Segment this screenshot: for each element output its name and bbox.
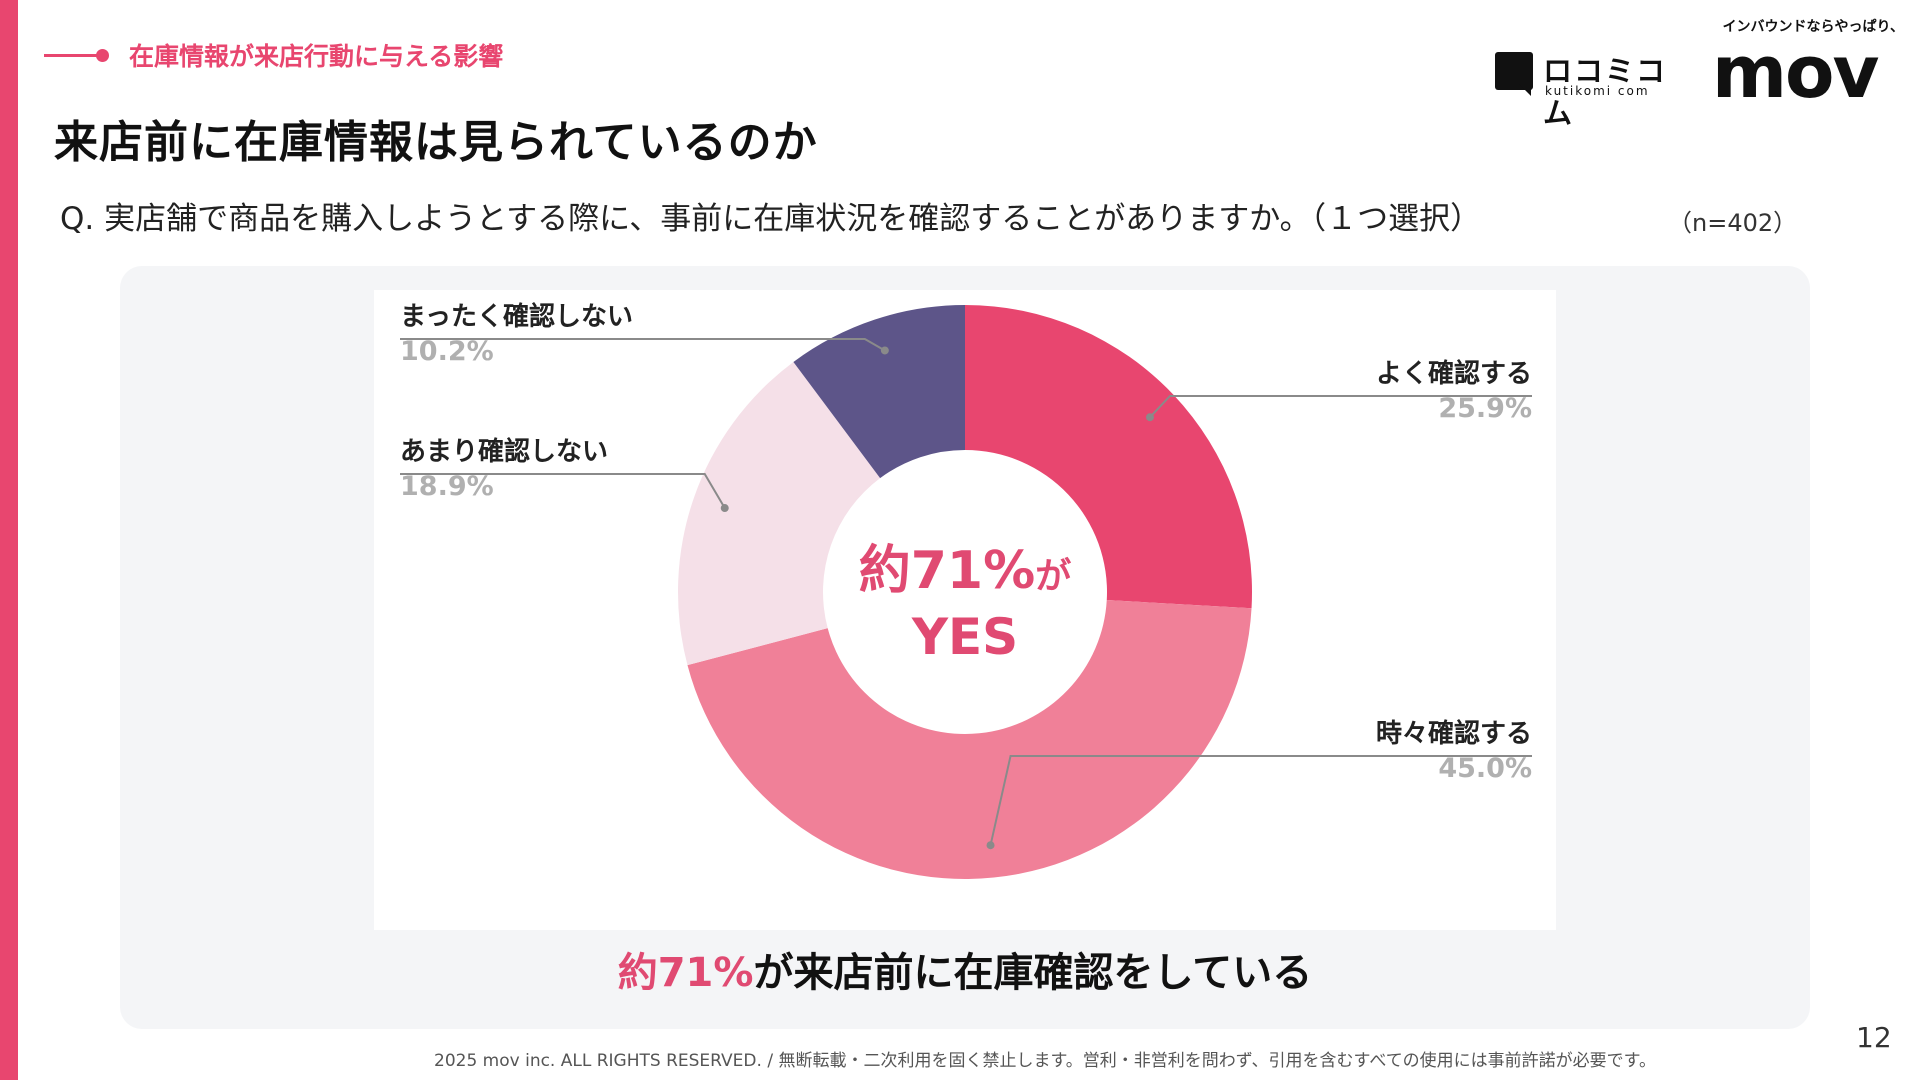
donut-chart: よく確認する 25.9% 時々確認する 45.0% あまり確認しない 18.9% まったく確… — [400, 301, 1532, 880]
slice-value-3: 18.9% — [400, 471, 494, 502]
callout-line-1 — [1149, 395, 1532, 418]
speech-bubble-tail — [1519, 84, 1531, 96]
slice-value-4: 10.2% — [400, 336, 494, 367]
speech-bubble-icon — [1495, 52, 1533, 90]
slice-value-1: 25.9% — [1438, 393, 1532, 424]
callout-line-4 — [400, 338, 886, 352]
mov-logo: インバウンドならやっぱり、 mov — [1712, 16, 1904, 108]
slice-label-1: よく確認する — [1376, 358, 1532, 389]
page-number: 12 — [1856, 1021, 1892, 1054]
center-text-line1: 約71%が — [859, 541, 1071, 601]
center-text-line2: YES — [911, 608, 1018, 666]
slice-label-4: まったく確認しない — [400, 301, 633, 332]
slice-value-2: 45.0% — [1438, 753, 1532, 784]
section-tag-dot — [96, 48, 109, 62]
left-accent-bar — [0, 0, 18, 1080]
caption-accent: 約71% — [617, 950, 754, 996]
donut-slice-2 — [687, 600, 1252, 880]
mov-logo-word: mov — [1712, 30, 1879, 114]
donut-slice-4 — [793, 305, 965, 479]
donut-slice-3 — [678, 361, 881, 666]
kuchikomi-logo-name: ロコミコム — [1543, 54, 1668, 130]
section-tag: 在庫情報が来店行動に与える影響 — [44, 38, 503, 72]
kuchikomi-logo: ロコミコム kutikomi com — [1495, 48, 1685, 130]
donut-hole — [824, 451, 1106, 733]
slice-label-2: 時々確認する — [1376, 718, 1532, 749]
caption-rest: が来店前に在庫確認をしている — [753, 950, 1313, 996]
chart-caption: 約71%が来店前に在庫確認をしている — [0, 940, 1919, 998]
section-tag-label: 在庫情報が来店行動に与える影響 — [129, 42, 504, 71]
donut-slice-1 — [965, 305, 1252, 609]
sample-size-label: （n=402） — [1668, 209, 1798, 237]
mov-logo-tagline: インバウンドならやっぱり、 — [1722, 19, 1904, 35]
callout-line-3 — [400, 473, 726, 509]
kuchikomi-logo-url: kutikomi com — [1545, 84, 1650, 98]
section-tag-line — [44, 53, 100, 57]
page-title: 来店前に在庫情報は見られているのか — [54, 117, 818, 168]
copyright-footer: 2025 mov inc. ALL RIGHTS RESERVED. / 無断転… — [434, 1051, 1656, 1071]
survey-question: Q. 実店舗で商品を購入しようとする際に、事前に在庫状況を確認することがあります… — [60, 201, 1482, 237]
callout-line-2 — [989, 755, 1532, 846]
slice-label-3: あまり確認しない — [400, 436, 608, 467]
